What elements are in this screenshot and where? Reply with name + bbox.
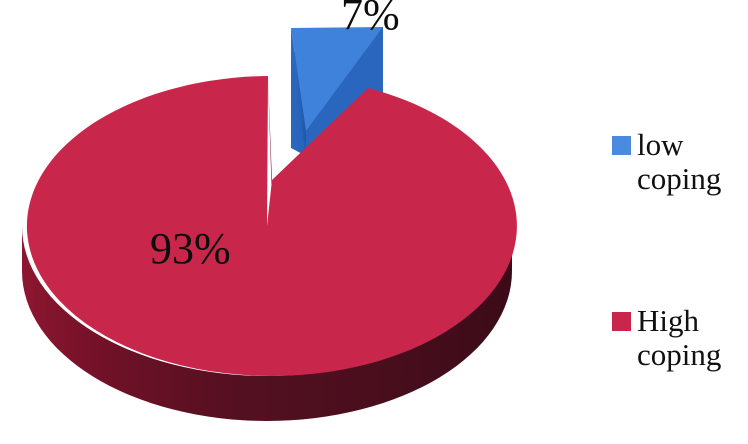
pie-slice-high-coping-notch-wall — [268, 78, 272, 200]
pie-slice-high-coping — [22, 76, 517, 421]
legend-label-high-coping-line1: High — [637, 303, 699, 339]
legend-swatch-icon-high-coping — [612, 311, 631, 331]
pie-slice-low-coping — [291, 27, 383, 156]
pie-slice-high-coping-side — [22, 226, 512, 421]
legend-item-low-coping-row: low — [612, 128, 721, 162]
slice-value-label-high-coping: 93% — [150, 224, 231, 273]
legend-label-high-coping-line2: coping — [637, 337, 722, 372]
pie-slice-high-coping-top — [26, 76, 517, 376]
pie-slice-low-coping-top — [291, 27, 383, 131]
legend-swatch-icon-low-coping — [612, 135, 631, 155]
legend-item-low-coping[interactable]: low coping — [612, 128, 721, 195]
legend-item-high-coping[interactable]: High coping — [612, 304, 721, 371]
slice-value-label-low-coping: 7% — [341, 0, 400, 39]
legend-label-low-coping-line1: low — [637, 127, 684, 163]
legend-item-high-coping-row: High — [612, 304, 721, 338]
legend-label-low-coping-line2: coping — [637, 161, 722, 196]
pie-slice-low-coping-cut-face — [291, 28, 306, 156]
pie-slice-low-coping-front — [306, 27, 383, 156]
